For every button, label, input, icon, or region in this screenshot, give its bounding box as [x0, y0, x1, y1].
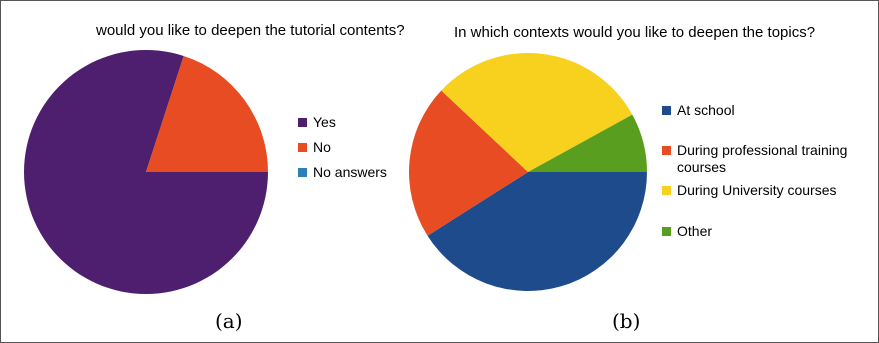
legend-swatch-at-school: [662, 106, 671, 115]
caption-b: (b): [612, 309, 641, 333]
legend-swatch-other: [662, 227, 671, 236]
legend-swatch-professional: [662, 146, 671, 155]
pie-slice-during-university-courses: [441, 52, 633, 173]
legend-swatch-university: [662, 186, 671, 195]
pie-slice-no: [146, 55, 268, 173]
legend-item-other: Other: [662, 223, 712, 239]
pie-chart-b: [409, 52, 648, 292]
pie-slice-at-school: [427, 172, 648, 292]
pie-chart-a: [23, 50, 269, 294]
legend-item-professional: During professional training courses: [662, 142, 877, 176]
caption-a: (a): [215, 309, 243, 333]
legend-label-no-answers: No answers: [313, 164, 387, 180]
pie-slice-yes: [23, 50, 269, 294]
legend-label-yes: Yes: [313, 114, 336, 130]
legend-swatch-no-answers: [298, 168, 307, 177]
legend-swatch-yes: [298, 118, 307, 127]
legend-item-no: No: [298, 139, 331, 155]
legend-label-professional: During professional training courses: [677, 142, 848, 175]
legend-label-university: During University courses: [677, 182, 837, 198]
pie-slice-other: [528, 114, 647, 172]
pie-slice-during-professional-training-courses: [409, 90, 528, 236]
legend-item-at-school: At school: [662, 102, 735, 118]
legend-label-other: Other: [677, 223, 713, 239]
legend-label-at-school: At school: [677, 102, 735, 118]
legend-item-yes: Yes: [298, 114, 336, 130]
legend-item-no-answers: No answers: [298, 164, 387, 180]
legend-label-no: No: [313, 139, 331, 155]
legend-item-university: During University courses: [662, 182, 837, 198]
chart-b-title: In which contexts would you like to deep…: [454, 24, 816, 41]
chart-a-title: would you like to deepen the tutorial co…: [96, 22, 405, 39]
legend-swatch-no: [298, 143, 307, 152]
